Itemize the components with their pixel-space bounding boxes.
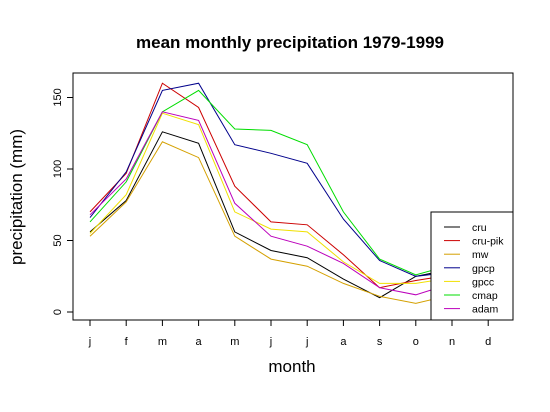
x-tick-label: m xyxy=(158,336,167,348)
x-tick-label: n xyxy=(449,336,455,348)
legend-label: gpcp xyxy=(472,263,495,275)
legend-label: cru-pik xyxy=(472,236,504,248)
series-line-adam xyxy=(89,111,489,296)
x-tick-label: f xyxy=(125,336,129,348)
x-tick-label: j xyxy=(269,336,272,348)
x-tick-label: o xyxy=(413,336,419,348)
y-tick-label: 100 xyxy=(52,160,64,178)
y-axis-title: precipitation (mm) xyxy=(7,129,26,265)
series-line-gpcp xyxy=(89,82,489,277)
legend-label: adam xyxy=(472,304,499,316)
x-tick-label: a xyxy=(196,336,203,348)
y-tick-label: 0 xyxy=(52,309,64,315)
legend-label: mw xyxy=(472,249,489,261)
x-tick-label: m xyxy=(230,336,239,348)
x-tick-label: a xyxy=(340,336,347,348)
legend-label: cru xyxy=(472,222,487,234)
plot-frame xyxy=(72,72,514,321)
y-tick-label: 150 xyxy=(52,88,64,106)
legend-box xyxy=(430,211,514,321)
y-axis: 0 50 100 150 xyxy=(52,88,73,315)
legend-label: cmap xyxy=(472,290,498,302)
chart-title: mean monthly precipitation 1979-1999 xyxy=(136,33,444,52)
series-group xyxy=(89,82,489,304)
y-tick-label: 50 xyxy=(52,234,64,246)
series-line-cru-pik xyxy=(89,82,489,289)
legend-label: gpcc xyxy=(472,276,494,288)
series-line-cru xyxy=(89,131,489,299)
x-tick-label: s xyxy=(377,336,383,348)
x-tick-label: d xyxy=(485,336,491,348)
series-line-gpcc xyxy=(89,112,489,284)
series-line-mw xyxy=(89,141,489,304)
x-tick-label: j xyxy=(88,336,91,348)
x-tick-label: j xyxy=(305,336,308,348)
x-axis-title: month xyxy=(268,357,315,376)
